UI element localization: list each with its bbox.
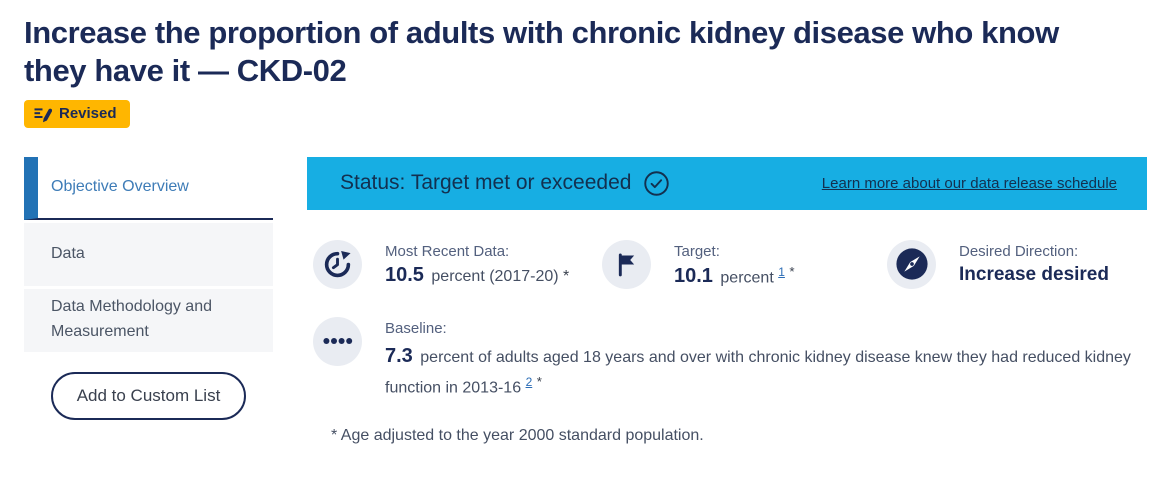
sidebar: Objective Overview Data Data Methodology… <box>24 156 273 445</box>
stat-detail: percent (2017-20) <box>431 267 559 285</box>
status-left: Status: Target met or exceeded <box>340 170 670 197</box>
stat-baseline: Baseline: 7.3 percent of adults aged 18 … <box>307 316 1147 401</box>
stat-detail: percent <box>720 268 774 286</box>
stat-text: Desired Direction: Increase desired <box>959 240 1109 289</box>
revised-badge: Revised <box>24 99 130 128</box>
stat-target: Target: 10.1 percent 1 * <box>602 239 887 289</box>
compass-icon <box>887 239 936 289</box>
stat-value: Increase desired <box>959 263 1109 285</box>
stats-row: Most Recent Data: 10.5 percent (2017-20)… <box>307 239 1147 289</box>
baseline-dots-icon <box>313 316 362 366</box>
check-circle-icon <box>643 170 670 197</box>
stat-text: Most Recent Data: 10.5 percent (2017-20)… <box>385 240 569 289</box>
footnote-mark: * <box>789 263 795 279</box>
footnote-ref-2-link[interactable]: 2 <box>525 374 533 389</box>
revised-badge-label: Revised <box>59 105 117 123</box>
stat-value: 10.5 <box>385 263 424 286</box>
stat-value-line: 10.5 percent (2017-20) * <box>385 264 569 287</box>
stat-value-line: 7.3 percent of adults aged 18 years and … <box>385 341 1147 401</box>
clock-history-icon <box>313 239 362 289</box>
content-row: Objective Overview Data Data Methodology… <box>24 156 1147 445</box>
data-release-schedule-link[interactable]: Learn more about our data release schedu… <box>821 174 1117 192</box>
sidebar-item-objective-overview[interactable]: Objective Overview <box>24 156 273 220</box>
stat-value: 10.1 <box>674 264 713 287</box>
status-text: Status: Target met or exceeded <box>340 171 632 195</box>
sidebar-item-label: Data <box>51 244 85 262</box>
stat-label: Baseline: <box>385 319 447 337</box>
footnote-ref-wrap: 1 <box>778 265 785 279</box>
sidebar-item-label: Data Methodology and Measurement <box>51 298 212 341</box>
sidebar-item-data[interactable]: Data <box>24 222 273 286</box>
footnote-mark: * <box>563 267 570 285</box>
add-to-custom-list-button[interactable]: Add to Custom List <box>50 371 247 420</box>
stat-most-recent-data: Most Recent Data: 10.5 percent (2017-20)… <box>313 239 602 289</box>
revised-pen-icon <box>34 105 52 123</box>
footnote-mark: * <box>536 373 542 389</box>
stat-text: Target: 10.1 percent 1 * <box>674 240 795 289</box>
age-adjustment-footnote: * Age adjusted to the year 2000 standard… <box>331 426 704 444</box>
stat-value-line: 10.1 percent 1 * <box>674 264 795 288</box>
sidebar-item-label: Objective Overview <box>51 177 189 195</box>
footnote-ref-wrap: 2 <box>526 375 533 389</box>
add-list-wrap: Add to Custom List <box>24 371 273 420</box>
page-title: Increase the proportion of adults with c… <box>24 15 1059 88</box>
stat-label: Desired Direction: <box>959 242 1079 260</box>
stat-desired-direction: Desired Direction: Increase desired <box>887 239 1147 289</box>
sidebar-item-data-methodology[interactable]: Data Methodology and Measurement <box>24 288 273 352</box>
stat-detail: percent of adults aged 18 years and over… <box>385 348 1131 396</box>
stat-text: Baseline: 7.3 percent of adults aged 18 … <box>385 317 1147 401</box>
flag-icon <box>602 239 651 289</box>
stat-label: Most Recent Data: <box>385 242 510 260</box>
stat-label: Target: <box>674 242 720 260</box>
stat-value: 7.3 <box>385 344 413 367</box>
main-panel: Status: Target met or exceeded Learn mor… <box>307 156 1147 445</box>
footnote-ref-1-link[interactable]: 1 <box>778 264 785 279</box>
status-bar: Status: Target met or exceeded Learn mor… <box>307 156 1147 210</box>
